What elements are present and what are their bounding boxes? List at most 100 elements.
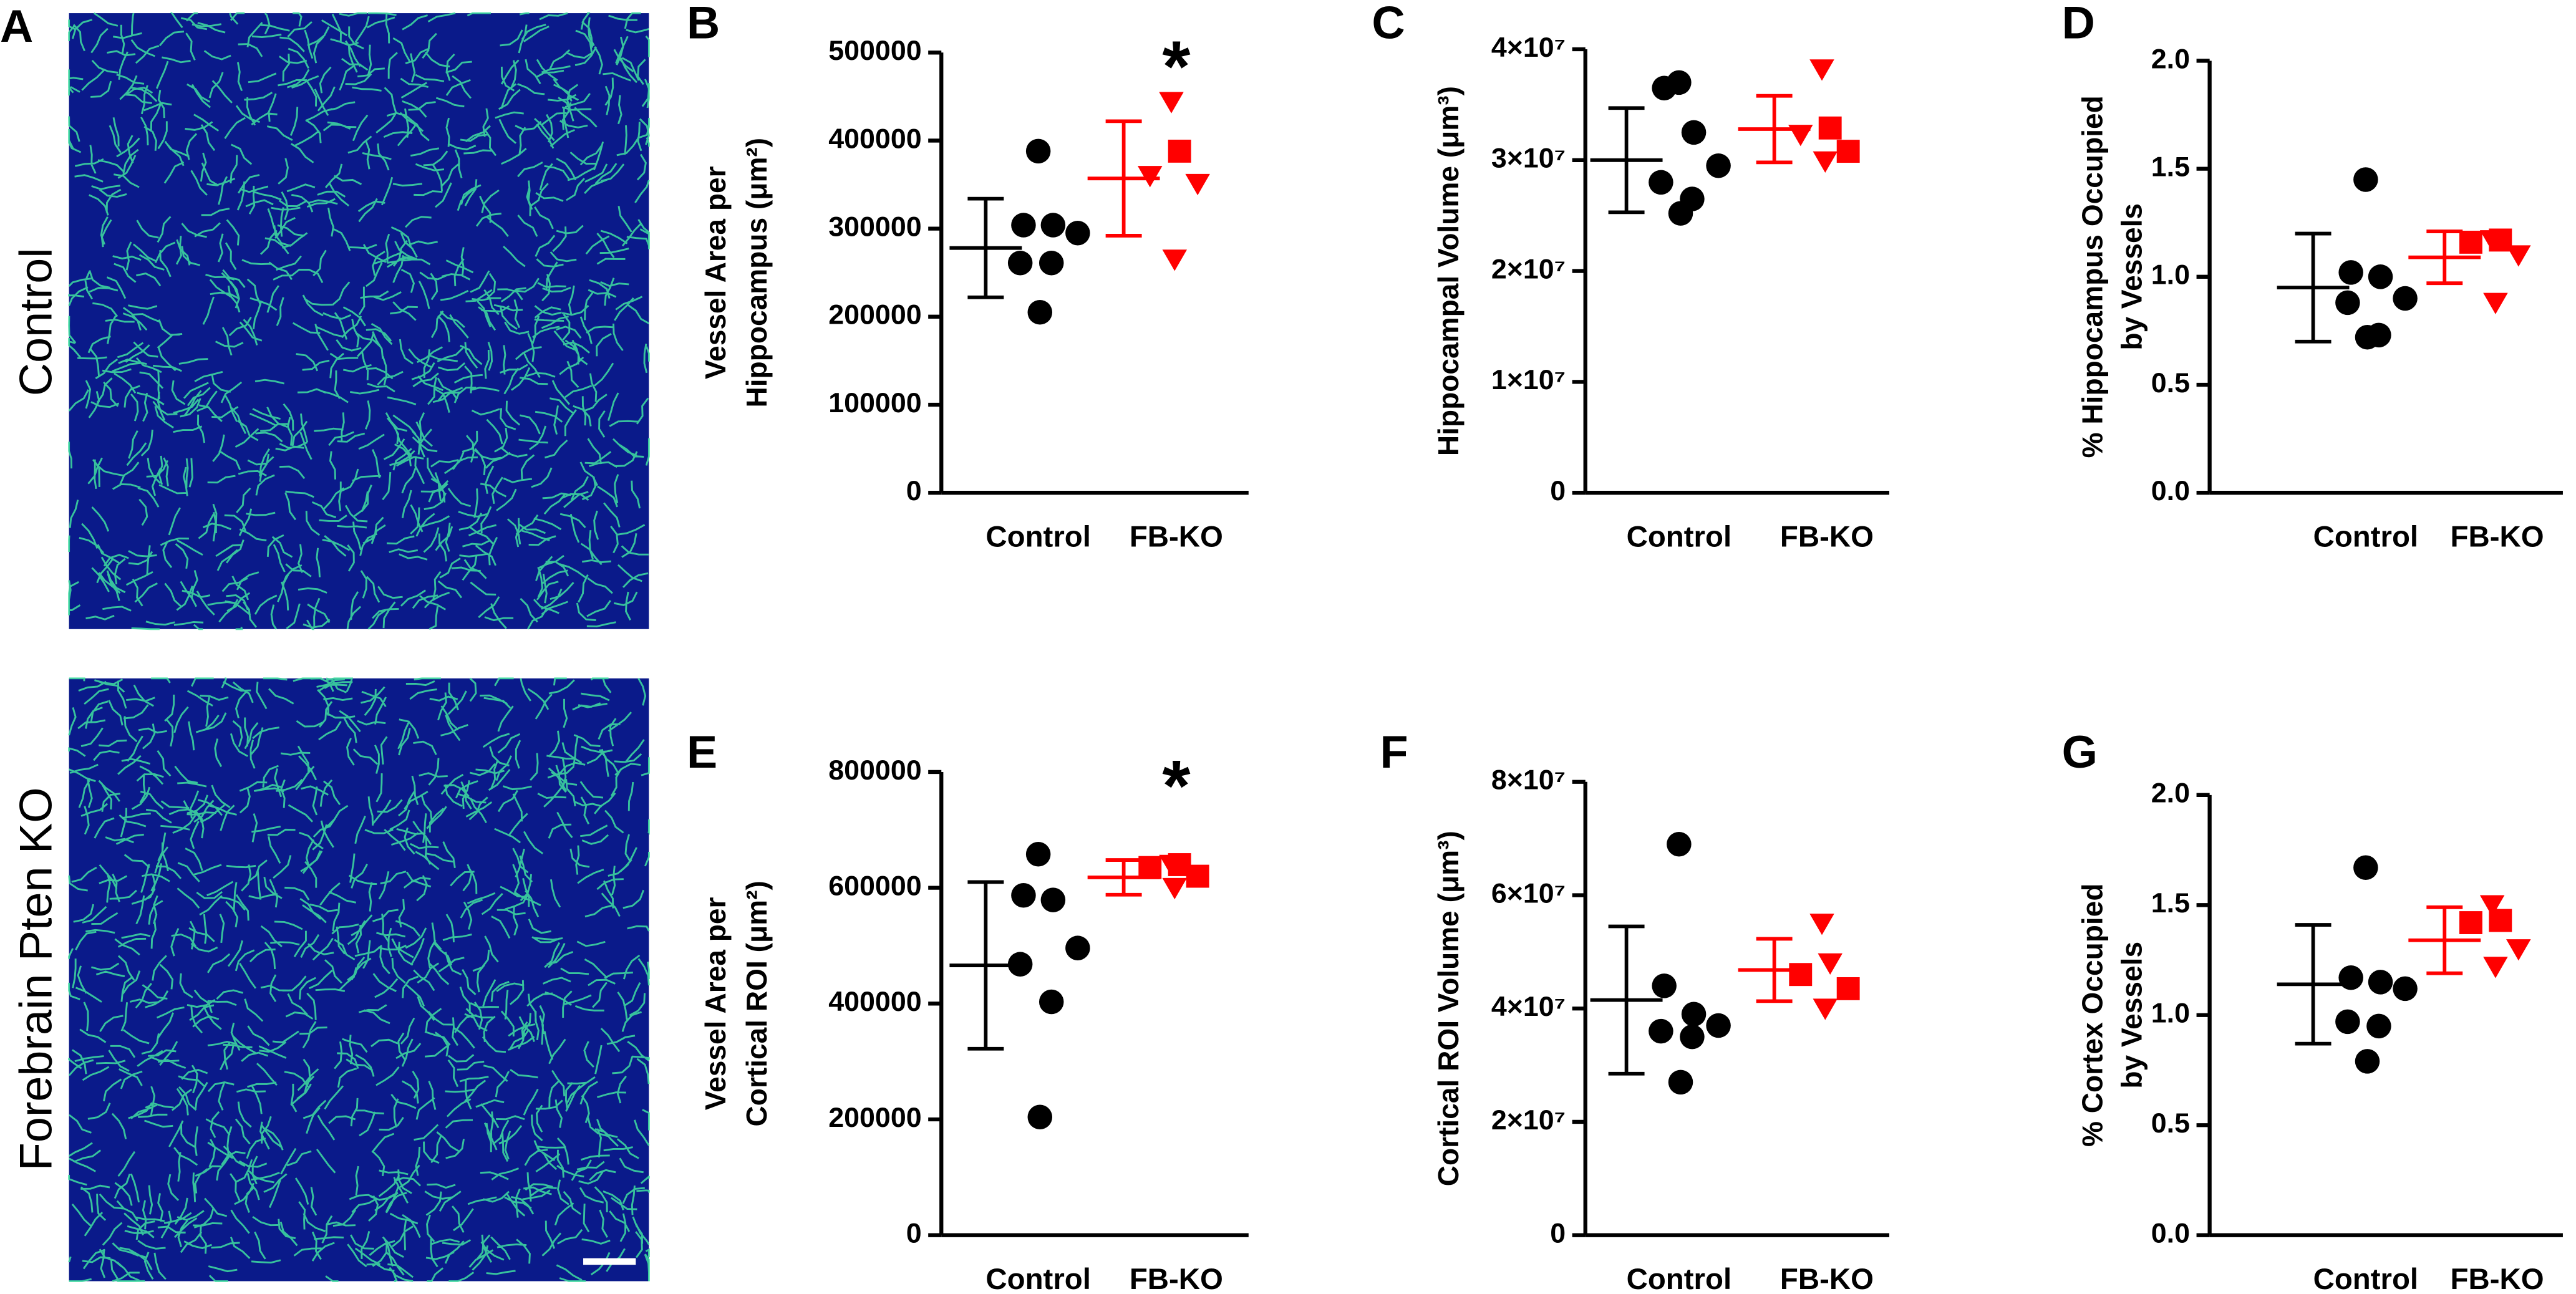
y-axis-label: Hippocampal Volume (μm³): [1432, 86, 1465, 456]
x-tick-label: FB-KO: [1130, 520, 1223, 553]
y-tick-label: 4×10⁷: [1491, 32, 1566, 63]
y-tick-label: 2×10⁷: [1491, 253, 1566, 284]
x-tick-label: FB-KO: [1130, 1263, 1223, 1294]
point: [1025, 842, 1051, 867]
y-tick-label: 3×10⁷: [1491, 143, 1566, 174]
y-tick-label: 4×10⁷: [1491, 991, 1566, 1022]
point: [2459, 230, 2482, 254]
point: [1836, 977, 1860, 1000]
point: [1706, 153, 1731, 178]
point: [1706, 1013, 1731, 1038]
y-tick-label: 200000: [828, 1102, 921, 1133]
point: [1818, 116, 1842, 140]
y-tick-label: 1.0: [2151, 259, 2190, 291]
y-axis-label: Hippocampus (μm²): [740, 138, 773, 408]
panel-label: E: [687, 726, 717, 778]
x-tick-label: FB-KO: [1780, 1263, 1874, 1294]
y-tick-label: 2.0: [2151, 778, 2190, 809]
point: [2368, 264, 2393, 289]
point: [1667, 831, 1692, 857]
point: [2393, 286, 2418, 311]
point: [2355, 325, 2380, 350]
point: [2479, 895, 2505, 917]
vessels: [68, 677, 650, 1282]
point: [1680, 1024, 1705, 1050]
y-tick-label: 0.5: [2151, 367, 2190, 398]
x-tick-label: Control: [985, 520, 1091, 553]
point: [1162, 249, 1188, 271]
y-tick-label: 2×10⁷: [1491, 1104, 1566, 1136]
point: [2353, 855, 2378, 881]
row-label: Control: [10, 248, 62, 396]
x-tick-label: Control: [1627, 1263, 1732, 1294]
point: [1836, 140, 1860, 163]
y-tick-label: 8×10⁷: [1491, 765, 1566, 796]
point: [1065, 220, 1090, 246]
point: [1818, 953, 1842, 975]
panel-label: D: [2062, 0, 2095, 49]
point: [2338, 965, 2363, 990]
vessel-network: [68, 12, 650, 1282]
y-tick-label: 800000: [828, 755, 921, 786]
y-tick-label: 2.0: [2151, 43, 2190, 74]
significance-mark: *: [1162, 745, 1190, 826]
y-tick-label: 500000: [828, 35, 921, 66]
x-tick-label: Control: [1627, 520, 1732, 553]
point: [1668, 1069, 1693, 1095]
point: [2338, 260, 2363, 285]
y-tick-label: 6×10⁷: [1491, 877, 1566, 909]
point: [1137, 166, 1163, 188]
y-axis-label: by Vessels: [2116, 203, 2148, 350]
point: [2335, 290, 2360, 316]
point: [2483, 957, 2508, 978]
point: [2366, 1013, 2391, 1039]
point: [1159, 92, 1184, 113]
point: [1011, 882, 1036, 908]
y-tick-label: 0: [906, 1218, 922, 1249]
y-axis-label: % Cortex Occupied: [2076, 884, 2108, 1147]
y-tick-label: 1.5: [2151, 887, 2190, 919]
y-tick-label: 1.0: [2151, 998, 2190, 1029]
point: [1185, 173, 1210, 196]
y-tick-label: 0: [1550, 1218, 1566, 1249]
point: [2506, 939, 2531, 961]
y-tick-label: 200000: [828, 299, 921, 331]
x-tick-label: FB-KO: [2451, 1263, 2544, 1294]
y-tick-label: 100000: [828, 387, 921, 418]
point: [1789, 963, 1813, 987]
point: [1027, 1104, 1053, 1130]
point: [1168, 139, 1191, 163]
y-axis-label: by Vessels: [2116, 942, 2148, 1089]
point: [2393, 976, 2418, 1002]
point: [1652, 75, 1677, 100]
point: [1011, 213, 1036, 238]
y-tick-label: 0.0: [2151, 1218, 2190, 1249]
point: [1027, 300, 1053, 325]
y-axis-label: Vessel Area per: [699, 166, 732, 379]
y-tick-label: 1×10⁷: [1491, 364, 1566, 395]
point: [1162, 877, 1188, 900]
point: [1138, 856, 1162, 879]
panel-label: F: [1380, 726, 1408, 778]
y-tick-label: 0: [1550, 475, 1566, 506]
point: [1668, 201, 1693, 226]
micrograph-ko: [69, 678, 649, 1282]
point: [1681, 120, 1707, 145]
point: [1681, 1002, 1707, 1027]
point: [1007, 250, 1033, 276]
point: [2355, 1049, 2380, 1074]
point: [1649, 1018, 1673, 1044]
point: [2506, 245, 2531, 267]
point: [1039, 250, 1064, 276]
y-axis-label: % Hippocampus Occupied: [2076, 95, 2108, 458]
x-tick-label: FB-KO: [2451, 520, 2544, 553]
point: [1813, 151, 1838, 173]
y-tick-label: 1.5: [2151, 151, 2190, 182]
significance-mark: *: [1162, 26, 1190, 107]
y-axis-label: Cortical ROI (μm²): [740, 881, 773, 1126]
x-tick-label: FB-KO: [1780, 520, 1874, 553]
x-tick-label: Control: [985, 1263, 1091, 1294]
point: [1649, 170, 1673, 195]
